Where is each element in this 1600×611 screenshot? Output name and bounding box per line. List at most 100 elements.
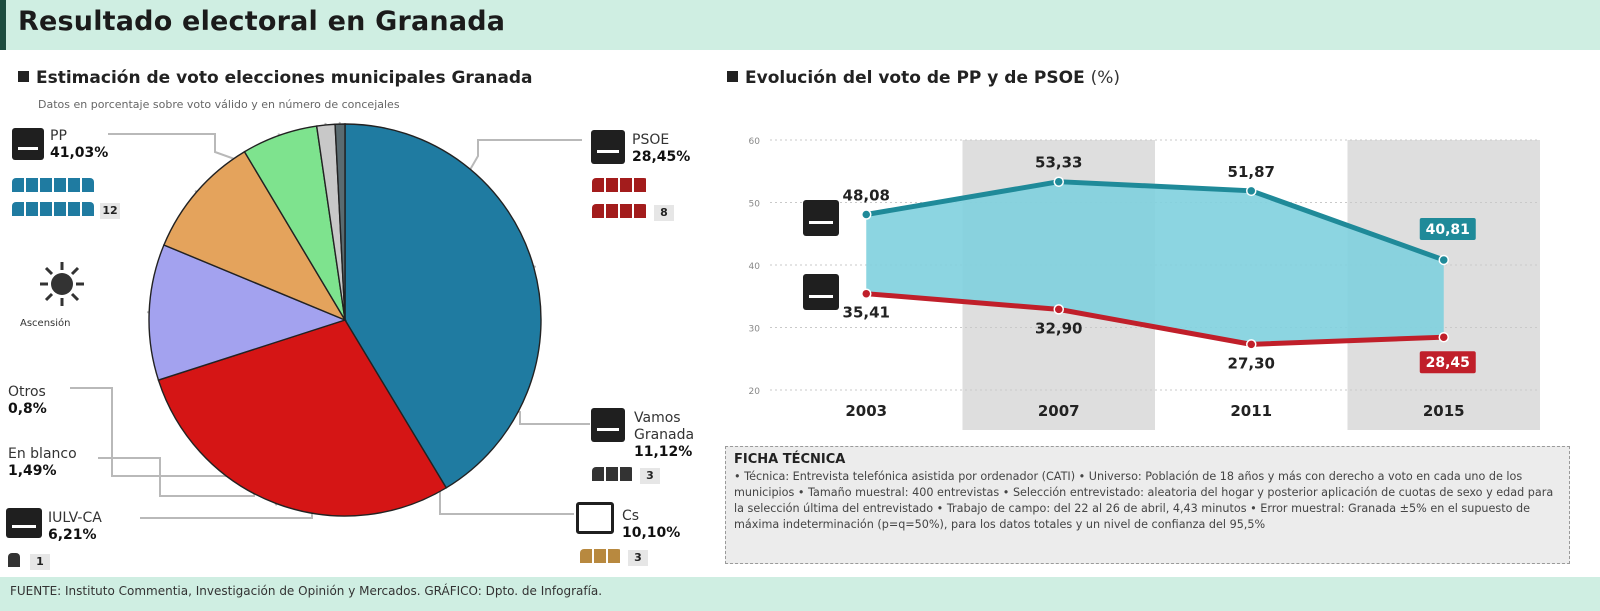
data-label-psoe-2011: 27,30 [1228, 354, 1275, 372]
psoe-seats-row-2 [592, 204, 648, 218]
pie-slice-psoe [157, 319, 448, 517]
series-line-psoe [866, 291, 1444, 347]
footer-source: FUENTE: Instituto Commentia, Investigaci… [10, 584, 603, 598]
leader-line-psoe [274, 139, 582, 506]
pie-slice-otros [334, 123, 346, 321]
line-title-unit: (%) [1090, 68, 1121, 88]
point-psoe-2007 [1053, 304, 1064, 315]
pie-slice-pp [344, 123, 542, 489]
point-psoe-2003 [861, 288, 872, 299]
iulv-ca-percent: 6,21% [48, 527, 97, 543]
iulv-ca-label: IULV-CA 6,21% [48, 510, 102, 544]
footer-bar: FUENTE: Instituto Commentia, Investigaci… [0, 574, 1600, 611]
technical-sheet-text: • Técnica: Entrevista telefónica asistid… [734, 470, 1554, 531]
data-label-pp-2011: 51,87 [1228, 163, 1275, 181]
psoe-seats-row-1 [592, 178, 648, 192]
vamos-granada-percent: 11,12% [634, 444, 693, 460]
point-pp-2003 [861, 209, 872, 220]
cs-percent: 10,10% [622, 525, 681, 541]
vamos-granada-logo-icon [591, 408, 625, 442]
pie-title-text: Estimación de voto elecciones municipale… [36, 68, 533, 88]
pie-slice-cs [163, 150, 347, 322]
data-label-pp-2007: 53,33 [1035, 154, 1082, 172]
iulv-ca-logo-icon [6, 508, 42, 538]
data-label-pp-2015: 40,81 [1426, 222, 1470, 238]
vamos-granada-label: Vamos Granada 11,12% [634, 410, 714, 461]
callout-psoe-2015 [1419, 351, 1476, 374]
x-tick-label-2015: 2015 [1423, 402, 1465, 420]
cs-label: Cs 10,10% [622, 508, 680, 542]
en-blanco-name: En blanco [8, 446, 77, 462]
pp-logo-icon [12, 128, 44, 160]
cs-seats-row [580, 549, 622, 563]
otros-percent: 0,8% [8, 401, 47, 417]
psoe-seat-count: 8 [654, 205, 674, 221]
cs-logo-icon [576, 502, 614, 534]
square-bullet-icon [727, 71, 738, 82]
vamos-granada-seats-row [592, 467, 634, 481]
pp-seats-row-1 [12, 178, 94, 192]
grid: 20 30 40 50 60 2003 2007 2011 2015 [749, 137, 1540, 420]
x-tick-label-2011: 2011 [1230, 402, 1272, 420]
iulv-ca-seat-count: 1 [30, 554, 50, 570]
header-bar: Resultado electoral en Granada [0, 0, 1600, 50]
data-labels: 48,08 53,33 51,87 40,81 35,41 32,90 27,30 28,45 [843, 154, 1476, 374]
en-blanco-label: En blanco 1,49% [8, 446, 77, 480]
pie-subtitle: Datos en porcentaje sobre voto válido y … [38, 98, 400, 111]
pie-slice-en-blanco [315, 123, 346, 321]
series-line-pp [865, 179, 1445, 263]
y-tick-label: 30 [749, 325, 761, 335]
iulv-ca-name: IULV-CA [48, 510, 102, 526]
point-pp-2007 [1053, 176, 1064, 187]
otros-label: Otros 0,8% [8, 384, 47, 418]
pp-percent: 41,03% [50, 145, 109, 161]
pie-slice-iulv-ca [243, 125, 346, 321]
page-title: Resultado electoral en Granada [18, 6, 506, 37]
point-psoe-2015 [1438, 331, 1449, 343]
square-bullet-icon [18, 71, 29, 82]
y-tick-label: 50 [749, 200, 761, 210]
psoe-line-logo-icon [803, 274, 839, 310]
year-band-2007 [962, 140, 1155, 430]
pie-leader-lines [70, 121, 590, 519]
data-label-psoe-2003: 35,41 [843, 304, 890, 322]
psoe-name: PSOE [632, 132, 670, 148]
pie-section-title: Estimación de voto elecciones municipale… [18, 68, 533, 88]
point-psoe-2011 [1246, 339, 1257, 350]
pp-line-logo-icon [803, 200, 839, 236]
series-lines [861, 176, 1449, 350]
psoe-label: PSOE 28,45% [632, 132, 690, 166]
y-tick-label: 20 [749, 387, 761, 397]
data-label-psoe-2007: 32,90 [1035, 319, 1082, 337]
technical-sheet-title: FICHA TÉCNICA [734, 452, 846, 467]
leader-line-cs [194, 189, 574, 515]
callout-pp-2015 [1419, 217, 1476, 240]
leader-line-en-blanco [98, 122, 327, 497]
year-bands [962, 140, 1540, 430]
leader-line-iulv-ca [140, 133, 313, 519]
x-tick-label-2007: 2007 [1038, 402, 1080, 420]
line-title-text: Evolución del voto de PP y de PSOE [745, 68, 1085, 88]
line-section-title: Evolución del voto de PP y de PSOE (%) [727, 68, 1120, 88]
point-pp-2015 [1438, 254, 1449, 266]
pie-slices [148, 123, 542, 517]
cs-seat-count: 3 [628, 550, 648, 566]
otros-name: Otros [8, 384, 46, 400]
area-between-series [866, 181, 1444, 345]
pollster-caption: Ascensión [20, 318, 71, 329]
iulv-ca-seats-row [8, 553, 20, 567]
fill-between [866, 181, 1444, 345]
y-tick-label: 60 [749, 137, 761, 147]
pollster-logo-icon [40, 262, 84, 306]
leader-line-vamos-granada [146, 311, 590, 425]
leader-line-pp [108, 133, 537, 268]
data-label-pp-2003: 48,08 [843, 187, 890, 205]
en-blanco-percent: 1,49% [8, 463, 57, 479]
pp-seats-row-2 [12, 202, 94, 216]
psoe-logo-icon [591, 130, 625, 164]
technical-sheet: FICHA TÉCNICA • Técnica: Entrevista tele… [725, 446, 1570, 564]
y-tick-label: 40 [749, 262, 761, 272]
psoe-percent: 28,45% [632, 149, 691, 165]
year-band-2015 [1347, 140, 1540, 430]
pie-slice-vamos-granada [148, 244, 348, 381]
